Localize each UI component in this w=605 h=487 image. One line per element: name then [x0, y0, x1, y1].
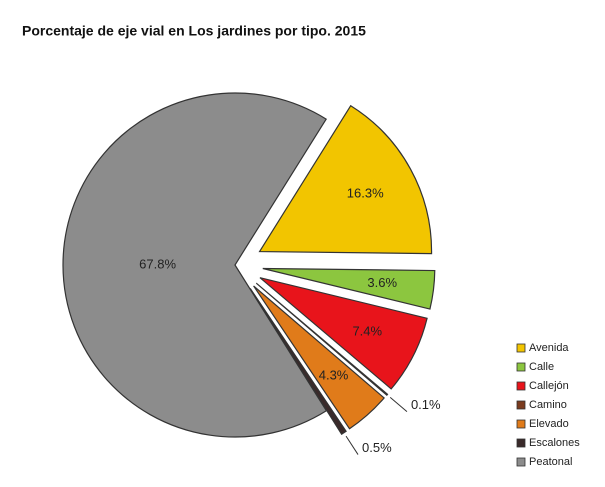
legend-label: Elevado: [529, 418, 569, 430]
data-label: 0.1%: [411, 397, 441, 412]
legend-label: Calle: [529, 361, 554, 373]
data-label: 0.5%: [362, 440, 392, 455]
pie-slice: [258, 104, 433, 255]
legend-label: Peatonal: [529, 456, 572, 468]
legend-swatch: [516, 381, 526, 391]
pie-slice: [253, 285, 385, 430]
pie-slice: [259, 277, 428, 390]
pie-slice: [262, 267, 436, 310]
leader-line: [389, 396, 408, 413]
pie-slice: [249, 288, 347, 436]
pie-slice: [62, 92, 328, 438]
legend-label: Camino: [529, 399, 567, 411]
legend-label: Escalones: [529, 437, 580, 449]
data-label: 16.3%: [347, 185, 384, 200]
legend-swatch: [516, 343, 526, 353]
legend-swatch: [516, 457, 526, 467]
legend-swatch: [516, 400, 526, 410]
legend-swatch: [516, 419, 526, 429]
leader-line: [345, 435, 359, 455]
legend-swatch: [516, 362, 526, 372]
pie-slice: [255, 282, 389, 397]
legend-label: Callejón: [529, 380, 569, 392]
data-label: 4.3%: [319, 367, 349, 382]
data-label: 7.4%: [352, 324, 382, 339]
legend-label: Avenida: [529, 342, 569, 354]
legend-swatch: [516, 438, 526, 448]
data-label: 3.6%: [367, 275, 397, 290]
data-label: 67.8%: [139, 256, 176, 271]
chart-title: Porcentaje de eje vial en Los jardines p…: [22, 23, 366, 39]
